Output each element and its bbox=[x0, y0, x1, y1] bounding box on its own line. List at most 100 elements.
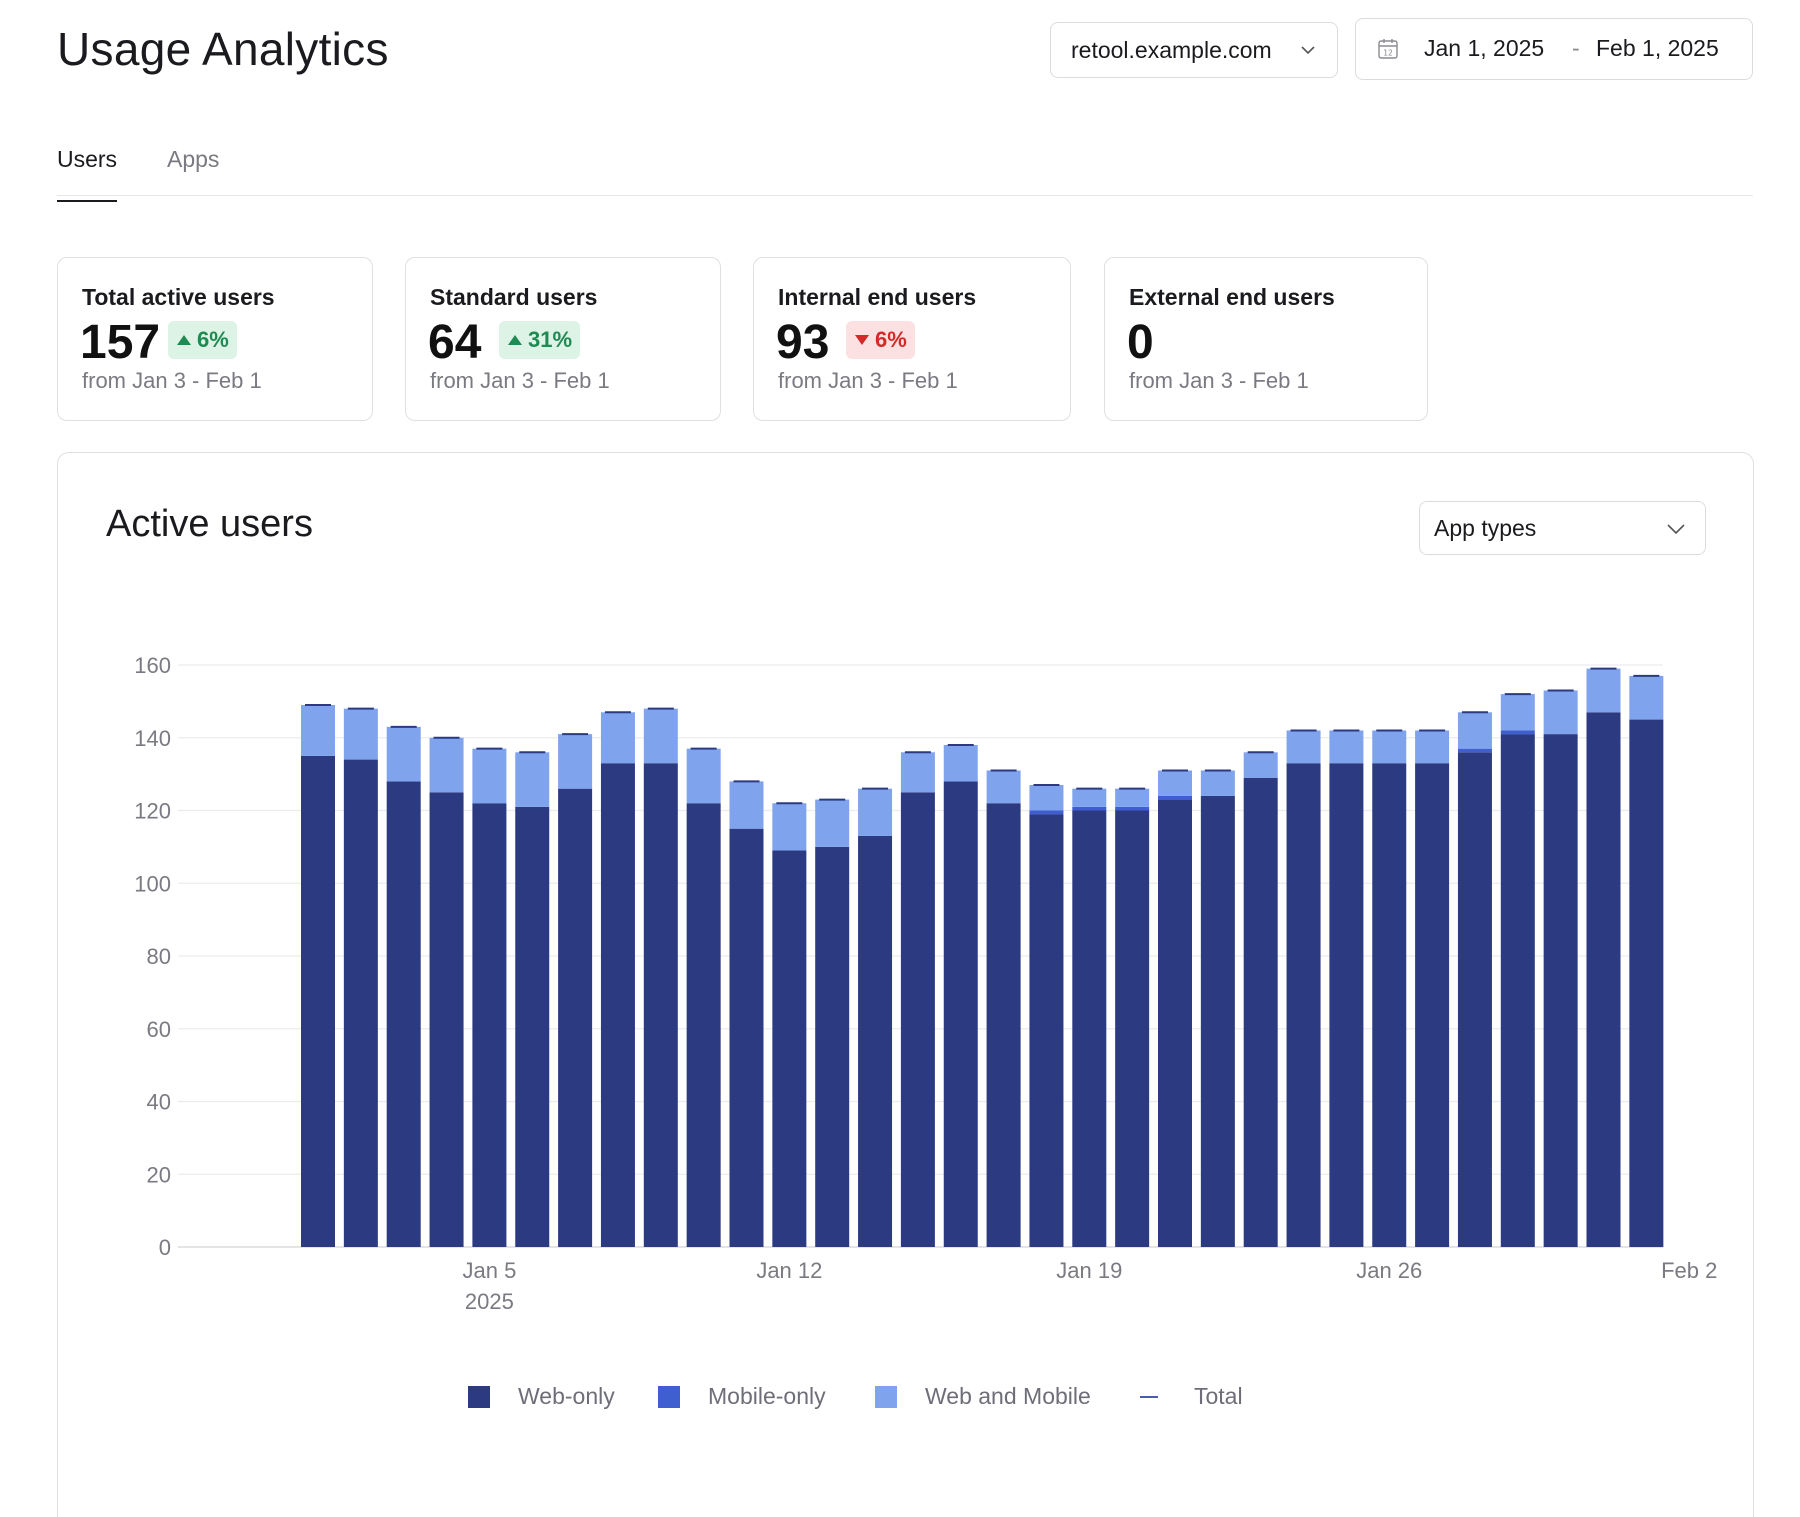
bar-web-and-mobile bbox=[515, 752, 550, 807]
bar-web-and-mobile bbox=[686, 748, 721, 804]
tab-users[interactable]: Users bbox=[57, 146, 118, 202]
stat-label: Standard users bbox=[430, 284, 598, 310]
bar-web-and-mobile bbox=[943, 745, 978, 782]
bar-web-and-mobile bbox=[1286, 730, 1321, 764]
legend-swatch bbox=[1140, 1395, 1158, 1398]
bar-web-and-mobile bbox=[815, 799, 850, 847]
legend-swatch bbox=[658, 1385, 680, 1408]
bar-web-and-mobile bbox=[1372, 730, 1407, 764]
legend-item-total[interactable]: Total bbox=[1140, 1383, 1243, 1410]
tab-apps[interactable]: Apps bbox=[167, 146, 220, 172]
date-end[interactable]: Feb 1, 2025 bbox=[1596, 35, 1719, 61]
bar-web-and-mobile bbox=[343, 708, 378, 760]
stat-card-external-end-users: External end users 0 from Jan 3 - Feb 1 bbox=[1104, 257, 1428, 421]
bar-web-and-mobile bbox=[1072, 788, 1107, 807]
date-start[interactable]: Jan 1, 2025 bbox=[1424, 35, 1545, 61]
legend-label: Web and Mobile bbox=[925, 1383, 1091, 1409]
bar-web-only bbox=[729, 828, 764, 1247]
bar-web-only bbox=[600, 763, 635, 1247]
bar-web-and-mobile bbox=[472, 748, 507, 804]
bar-web-and-mobile bbox=[429, 737, 464, 793]
bar-web-and-mobile bbox=[1329, 730, 1364, 764]
bar-web-only bbox=[429, 792, 464, 1247]
y-tick-label: 0 bbox=[159, 1235, 171, 1260]
x-tick-label: Jan 12 bbox=[756, 1258, 822, 1283]
legend-label: Web-only bbox=[518, 1383, 615, 1409]
bar-web-and-mobile bbox=[1500, 694, 1535, 731]
bar-web-only bbox=[1415, 763, 1450, 1247]
y-tick-label: 100 bbox=[134, 871, 171, 896]
y-tick-label: 140 bbox=[134, 726, 171, 751]
stat-card-standard-users: Standard users 64 31% from Jan 3 - Feb 1 bbox=[405, 257, 721, 421]
legend-swatch bbox=[468, 1385, 490, 1408]
stat-label: Total active users bbox=[82, 284, 275, 310]
domain-select-value: retool.example.com bbox=[1071, 36, 1272, 63]
bar-web-only bbox=[301, 755, 335, 1247]
legend-swatch bbox=[875, 1385, 897, 1408]
stat-period: from Jan 3 - Feb 1 bbox=[778, 368, 958, 393]
legend-item-mobile-only[interactable]: Mobile-only bbox=[658, 1383, 826, 1410]
bar-web-and-mobile bbox=[1115, 788, 1150, 807]
y-tick-label: 60 bbox=[147, 1017, 171, 1042]
stacked-bar-chart: 0 20 40 60 80 100 120 140 160 Jan 5 2025 Jan 12 Jan … bbox=[134, 653, 1717, 1314]
bar-web-and-mobile bbox=[729, 781, 764, 829]
bar-web-only bbox=[1372, 763, 1407, 1247]
trend-badge: 6% bbox=[846, 321, 915, 359]
bar-web-only bbox=[1586, 712, 1621, 1247]
bar-web-only bbox=[1158, 799, 1192, 1247]
chevron-down-icon bbox=[1301, 46, 1315, 55]
stat-card-total-active-users: Total active users 157 6% from Jan 3 - F… bbox=[57, 257, 373, 421]
bar-web-only bbox=[1200, 795, 1235, 1247]
legend-item-web-and-mobile[interactable]: Web and Mobile bbox=[875, 1383, 1091, 1410]
bar-web-and-mobile bbox=[772, 803, 807, 851]
bar-web-and-mobile bbox=[1243, 752, 1278, 778]
stat-value: 64 bbox=[428, 316, 482, 369]
legend-item-web-only[interactable]: Web-only bbox=[468, 1383, 615, 1410]
app-types-select[interactable]: App types bbox=[1419, 501, 1706, 555]
bar-web-and-mobile bbox=[1457, 712, 1492, 749]
y-tick-label: 20 bbox=[147, 1162, 171, 1187]
stat-label: Internal end users bbox=[778, 284, 977, 310]
date-separator: - bbox=[1572, 35, 1580, 61]
calendar-icon: 12 bbox=[1378, 39, 1398, 59]
x-tick-label: Jan 26 bbox=[1356, 1258, 1422, 1283]
stat-card-internal-end-users: Internal end users 93 6% from Jan 3 - Fe… bbox=[753, 257, 1071, 421]
bar-web-only bbox=[986, 803, 1021, 1247]
bar-web-and-mobile bbox=[986, 770, 1021, 804]
stat-period: from Jan 3 - Feb 1 bbox=[430, 368, 610, 393]
stat-value: 157 bbox=[80, 316, 161, 369]
bar-web-only bbox=[1286, 763, 1321, 1247]
bar-web-and-mobile bbox=[386, 726, 421, 782]
bar-web-only bbox=[686, 803, 721, 1247]
bar-mobile-only bbox=[1072, 806, 1107, 811]
y-tick-label: 80 bbox=[147, 944, 171, 969]
stat-period: from Jan 3 - Feb 1 bbox=[1129, 368, 1309, 393]
x-tick-label: Jan 5 bbox=[462, 1258, 516, 1283]
x-tick-label: Jan 19 bbox=[1056, 1258, 1122, 1283]
bar-web-only bbox=[1329, 763, 1364, 1247]
chart-title: Active users bbox=[106, 503, 313, 545]
date-range-picker[interactable]: 12 Jan 1, 2025 - Feb 1, 2025 bbox=[1355, 18, 1753, 80]
stat-period: from Jan 3 - Feb 1 bbox=[82, 368, 262, 393]
arrow-down-icon bbox=[855, 335, 869, 345]
bar-web-and-mobile bbox=[900, 752, 935, 793]
bar-web-only bbox=[1115, 810, 1150, 1247]
x-tick-sublabel: 2025 bbox=[465, 1289, 514, 1314]
bar-web-only bbox=[943, 781, 978, 1247]
bar-mobile-only bbox=[1029, 810, 1064, 815]
active-users-chart-card: Active users App types 0 20 40 60 80 100 120 14… bbox=[57, 452, 1754, 1517]
bar-web-only bbox=[1072, 810, 1107, 1247]
bar-web-and-mobile bbox=[301, 705, 335, 756]
page-title: Usage Analytics bbox=[57, 23, 389, 75]
bar-web-only bbox=[900, 792, 935, 1247]
bar-web-only bbox=[1457, 752, 1492, 1247]
bar-web-and-mobile bbox=[1415, 730, 1450, 764]
bar-web-only bbox=[1629, 719, 1664, 1247]
stat-value: 93 bbox=[776, 316, 830, 369]
y-tick-label: 120 bbox=[134, 799, 171, 824]
bar-web-only bbox=[472, 803, 507, 1247]
legend-label: Mobile-only bbox=[708, 1383, 826, 1409]
arrow-up-icon bbox=[508, 335, 522, 345]
bar-web-and-mobile bbox=[643, 708, 678, 764]
domain-select[interactable]: retool.example.com bbox=[1050, 22, 1338, 78]
